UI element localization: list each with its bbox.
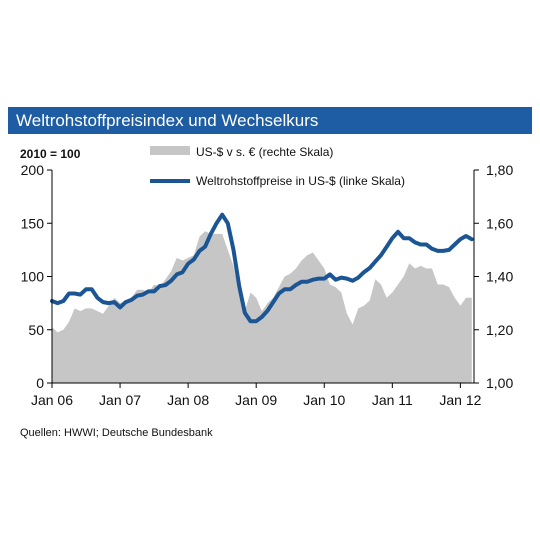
left-tick-label: 0 xyxy=(36,375,44,391)
chart-title: Weltrohstoffpreisindex und Wechselkurs xyxy=(8,107,532,134)
x-tick-label: Jan 08 xyxy=(167,392,209,408)
legend-label-area: US-$ v s. € (rechte Skala) xyxy=(196,145,333,159)
right-tick-label: 1,80 xyxy=(486,162,513,178)
right-tick-label: 1,20 xyxy=(486,322,513,338)
x-tick-label: Jan 10 xyxy=(303,392,345,408)
legend-swatch-area xyxy=(150,146,190,155)
x-tick-label: Jan 12 xyxy=(439,392,481,408)
legend-label-line: Weltrohstoffpreise in US-$ (linke Skala) xyxy=(196,174,405,188)
left-tick-label: 50 xyxy=(28,322,44,338)
left-tick-label: 100 xyxy=(21,269,45,285)
sources-note: Quellen: HWWI; Deutsche Bundesbank xyxy=(20,427,213,439)
right-tick-label: 1,40 xyxy=(486,269,513,285)
right-tick-label: 1,00 xyxy=(486,375,513,391)
left-tick-label: 150 xyxy=(21,215,45,231)
index-note: 2010 = 100 xyxy=(20,147,81,161)
series-area-usd-eur xyxy=(52,231,472,383)
series-line-commodity-prices xyxy=(50,212,474,324)
right-tick-label: 1,60 xyxy=(486,215,513,231)
x-tick-label: Jan 06 xyxy=(31,392,73,408)
x-tick-label: Jan 11 xyxy=(372,392,413,408)
left-tick-label: 200 xyxy=(21,162,45,178)
x-tick-label: Jan 07 xyxy=(99,392,141,408)
x-tick-label: Jan 09 xyxy=(235,392,277,408)
